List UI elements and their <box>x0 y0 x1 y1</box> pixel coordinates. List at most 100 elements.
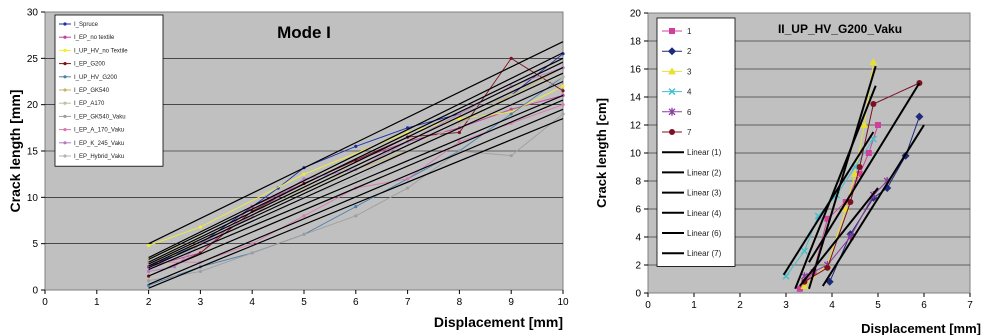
legend-marker <box>668 67 676 75</box>
trend-line <box>148 67 564 265</box>
legend-label: I_Spruce <box>74 22 99 28</box>
data-point <box>250 251 254 255</box>
legend-label: I_EP_K_245_Vaku <box>74 141 124 147</box>
data-point <box>457 149 461 153</box>
data-point <box>856 171 863 177</box>
data-point <box>457 116 461 121</box>
trend-line <box>148 99 564 277</box>
data-point <box>302 172 306 176</box>
y-tick-label: 20 <box>630 9 642 20</box>
data-point <box>509 112 513 116</box>
legend-marker <box>669 28 675 34</box>
data-point <box>457 140 461 144</box>
legend-marker <box>63 154 67 158</box>
y-axis-label: Crack length [mm] <box>7 90 23 213</box>
data-point <box>147 243 151 248</box>
data-point <box>561 112 565 116</box>
legend-marker <box>668 88 676 96</box>
data-point <box>354 177 358 181</box>
y-tick-label: 16 <box>630 65 642 76</box>
x-tick-label: 10 <box>557 297 569 308</box>
legend-marker <box>63 62 67 66</box>
y-tick-label: 0 <box>32 286 38 297</box>
data-point <box>847 199 854 205</box>
legend-label: 1 <box>687 27 692 36</box>
series-line <box>804 61 874 287</box>
data-point <box>824 215 831 222</box>
data-point <box>457 130 461 135</box>
y-tick-label: 25 <box>27 54 39 65</box>
data-point <box>457 121 461 125</box>
y-tick-label: 10 <box>27 193 39 204</box>
y-tick-label: 2 <box>635 261 641 272</box>
legend-marker <box>63 48 67 53</box>
x-tick-label: 5 <box>301 297 307 308</box>
y-tick-label: 0 <box>635 289 641 300</box>
legend-label: 6 <box>687 108 692 117</box>
legend-label: I_EP_no textile <box>74 35 115 41</box>
data-point <box>869 58 878 65</box>
legend-label: Linear (3) <box>687 189 722 198</box>
legend-label: I_UP_HV_no Textile <box>74 48 128 54</box>
y-tick-label: 10 <box>630 149 642 160</box>
y-tick-label: 18 <box>630 37 642 48</box>
x-tick-label: 1 <box>94 297 100 308</box>
legend-label: I_EP_A_170_Vaku <box>74 128 124 134</box>
x-tick-label: 2 <box>146 297 152 308</box>
trend-line <box>148 118 564 289</box>
data-point <box>147 279 151 283</box>
legend-marker <box>63 141 67 145</box>
trend-line <box>799 187 879 287</box>
legend-label: I_EP_Hybrid_Vaku <box>74 154 124 160</box>
series-line <box>804 82 920 283</box>
x-tick-label: 1 <box>691 300 697 311</box>
x-tick-label: 8 <box>457 297 463 308</box>
y-tick-label: 12 <box>630 121 642 132</box>
data-point <box>870 101 877 107</box>
x-tick-label: 6 <box>353 297 359 308</box>
y-tick-label: 5 <box>32 239 38 250</box>
legend-label: I_EP_GK540 <box>74 88 110 94</box>
trend-line <box>148 61 564 263</box>
trend-line <box>148 72 564 267</box>
data-point <box>302 214 306 218</box>
x-axis-label: Displacement [mm] <box>861 321 981 335</box>
legend-marker <box>668 107 676 116</box>
data-point <box>354 205 358 209</box>
x-tick-label: 6 <box>921 300 927 311</box>
legend-marker <box>63 88 67 92</box>
trend-line <box>148 57 564 260</box>
series-group <box>147 41 565 289</box>
mode-i-chart: 0 5 10 15 20 25 30 0 1 2 3 4 5 6 7 8 9 10 I_Spruce I_EP_no … <box>7 8 569 331</box>
legend-marker <box>669 129 675 135</box>
legend-marker <box>63 128 67 132</box>
legend-label: Linear (2) <box>687 168 722 177</box>
trend-line <box>148 52 564 259</box>
legend: 1 2 3 4 6 7 Linear (1) Linear (2) Linear (3) Line… <box>656 17 736 267</box>
legend-marker <box>63 101 67 105</box>
legend-label: 7 <box>687 128 692 137</box>
data-point <box>800 282 809 289</box>
y-tick-label: 6 <box>635 205 641 216</box>
legend-label: Linear (6) <box>687 229 722 238</box>
data-point <box>561 103 565 107</box>
data-point <box>509 154 513 158</box>
y-axis-label: Crack length [cm] <box>594 98 609 208</box>
data-point <box>875 122 881 128</box>
data-point <box>860 121 869 128</box>
data-point <box>302 232 306 236</box>
x-tick-label: 4 <box>829 300 835 311</box>
x-tick-label: 5 <box>875 300 881 311</box>
chart-title: Mode I <box>277 23 331 42</box>
data-point <box>509 56 513 60</box>
data-point <box>250 242 254 246</box>
data-point <box>198 269 202 274</box>
legend-label: Linear (4) <box>687 209 722 218</box>
trend-line <box>148 80 564 269</box>
legend-label: I_EP_G200 <box>74 62 106 68</box>
data-point <box>302 177 306 181</box>
trend-line <box>794 85 877 290</box>
legend-marker <box>63 75 67 79</box>
